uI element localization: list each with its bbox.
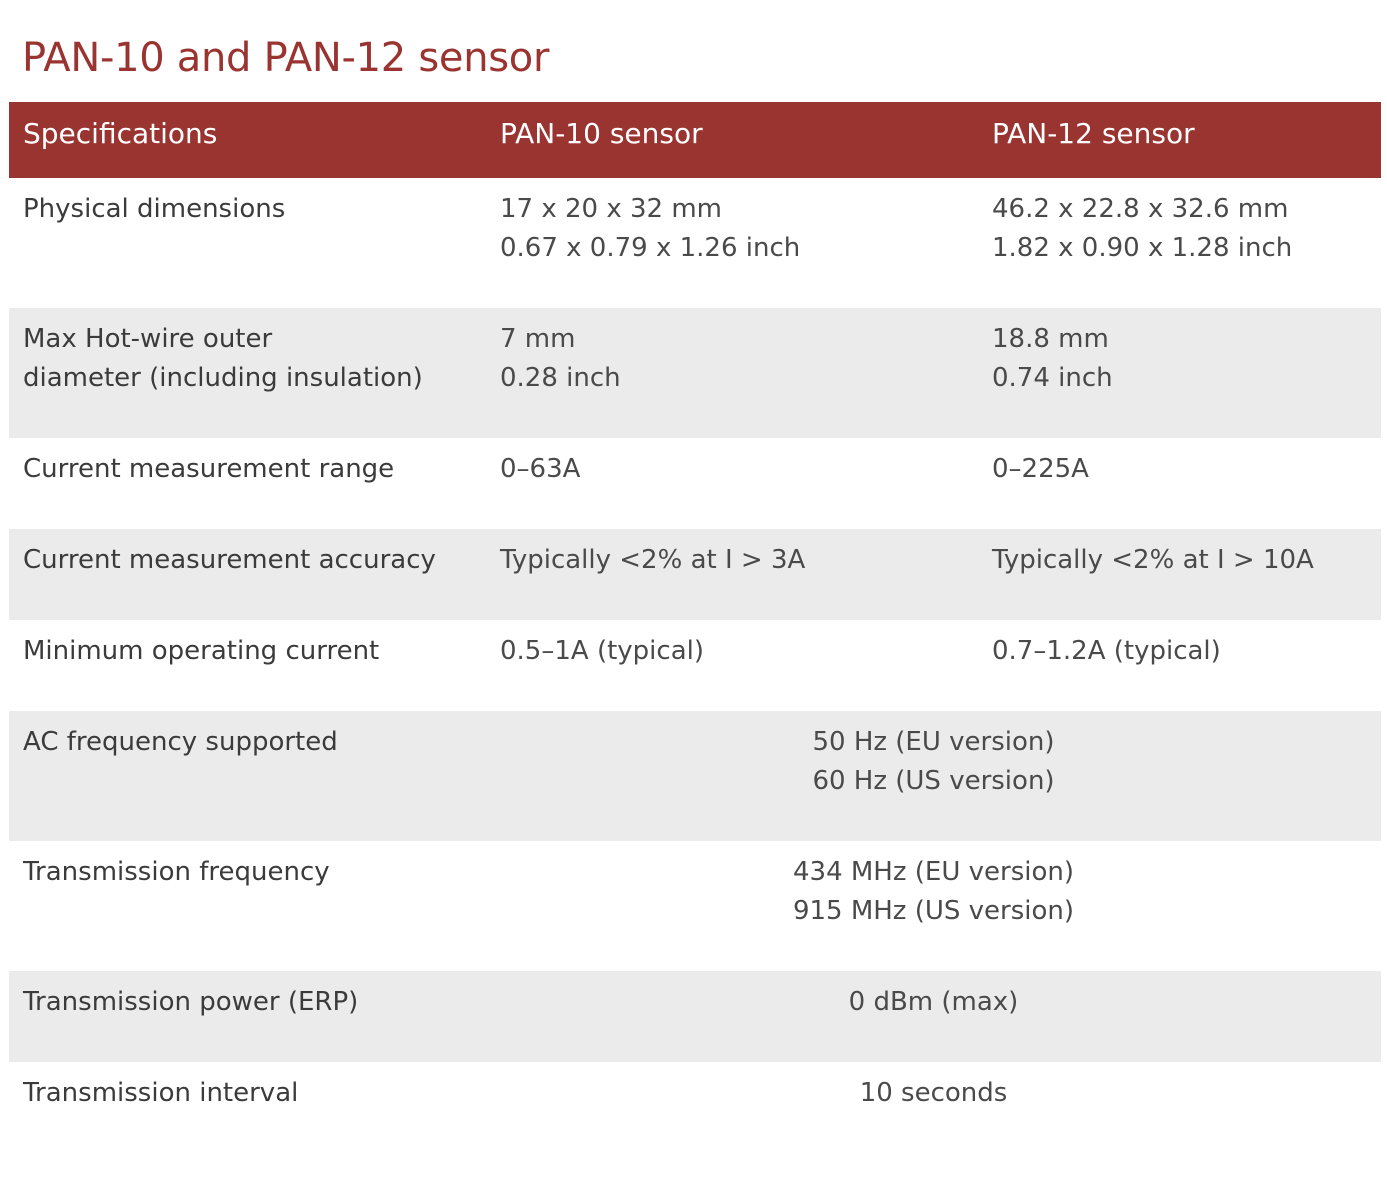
row-label: Current measurement range	[23, 450, 394, 489]
table-header: Specifications PAN-10 sensor PAN-12 sens…	[9, 102, 1381, 178]
pan12-value: 18.8 mm 0.74 inch	[992, 320, 1113, 398]
table-row: Transmission frequency 434 MHz (EU versi…	[9, 841, 1381, 971]
shared-value: 434 MHz (EU version) 915 MHz (US version…	[500, 853, 1367, 931]
shared-value: 0 dBm (max)	[500, 983, 1367, 1022]
row-label: Transmission power (ERP)	[23, 983, 358, 1022]
row-label: Transmission frequency	[23, 853, 330, 892]
value-line: 0 dBm (max)	[848, 987, 1019, 1017]
row-label: Current measurement accuracy	[23, 541, 436, 580]
shared-value: 50 Hz (EU version) 60 Hz (US version)	[500, 723, 1367, 801]
value-line: 18.8 mm	[992, 324, 1109, 354]
pan12-value: Typically <2% at I > 10A	[992, 541, 1314, 580]
value-line: Typically <2% at I > 10A	[992, 545, 1314, 575]
header-specifications: Specifications	[23, 117, 218, 150]
shared-value: 10 seconds	[500, 1074, 1367, 1113]
value-line: 0.67 x 0.79 x 1.26 inch	[500, 233, 801, 263]
value-line: 1.82 x 0.90 x 1.28 inch	[992, 233, 1293, 263]
value-line: 0.5–1A (typical)	[500, 636, 704, 666]
page-title: PAN-10 and PAN-12 sensor	[22, 35, 550, 81]
row-label: Transmission interval	[23, 1074, 298, 1113]
pan10-value: 7 mm 0.28 inch	[500, 320, 621, 398]
spec-table: Specifications PAN-10 sensor PAN-12 sens…	[9, 102, 1381, 1153]
row-label: Max Hot-wire outer diameter (including i…	[23, 320, 423, 398]
row-label: Minimum operating current	[23, 632, 379, 671]
row-label-line: Transmission interval	[23, 1078, 299, 1108]
table-row: Current measurement range 0–63A 0–225A	[9, 438, 1381, 529]
value-line: 915 MHz (US version)	[792, 896, 1075, 926]
value-line: 17 x 20 x 32 mm	[500, 194, 723, 224]
table-row: Current measurement accuracy Typically <…	[9, 529, 1381, 620]
header-pan12: PAN-12 sensor	[992, 117, 1195, 150]
value-line: 50 Hz (EU version)	[812, 727, 1055, 757]
value-line: 60 Hz (US version)	[812, 766, 1055, 796]
value-line: 0–225A	[992, 454, 1089, 484]
value-line: 10 seconds	[859, 1078, 1008, 1108]
row-label-line: diameter (including insulation)	[23, 363, 423, 393]
row-label-line: Current measurement accuracy	[23, 545, 436, 575]
header-pan10: PAN-10 sensor	[500, 117, 703, 150]
table-row: Transmission power (ERP) 0 dBm (max)	[9, 971, 1381, 1062]
row-label-line: Max Hot-wire outer	[23, 324, 273, 354]
row-label: AC frequency supported	[23, 723, 338, 762]
pan10-value: 0.5–1A (typical)	[500, 632, 704, 671]
row-label-line: AC frequency supported	[23, 727, 338, 757]
table-row: Max Hot-wire outer diameter (including i…	[9, 308, 1381, 438]
pan10-value: Typically <2% at I > 3A	[500, 541, 805, 580]
row-label-line: Minimum operating current	[23, 636, 380, 666]
row-label-line: Current measurement range	[23, 454, 395, 484]
value-line: 0.28 inch	[500, 363, 621, 393]
pan10-value: 0–63A	[500, 450, 580, 489]
value-line: 7 mm	[500, 324, 576, 354]
value-line: 0–63A	[500, 454, 581, 484]
pan12-value: 0–225A	[992, 450, 1089, 489]
table-row: Transmission interval 10 seconds	[9, 1062, 1381, 1153]
value-line: 46.2 x 22.8 x 32.6 mm	[992, 194, 1289, 224]
row-label: Physical dimensions	[23, 190, 285, 229]
value-line: 0.74 inch	[992, 363, 1113, 393]
pan12-value: 46.2 x 22.8 x 32.6 mm 1.82 x 0.90 x 1.28…	[992, 190, 1292, 268]
value-line: 0.7–1.2A (typical)	[992, 636, 1221, 666]
row-label-line: Transmission frequency	[23, 857, 330, 887]
table-row: AC frequency supported 50 Hz (EU version…	[9, 711, 1381, 841]
pan12-value: 0.7–1.2A (typical)	[992, 632, 1221, 671]
row-label-line: Physical dimensions	[23, 194, 286, 224]
value-line: Typically <2% at I > 3A	[500, 545, 806, 575]
value-line: 434 MHz (EU version)	[792, 857, 1075, 887]
pan10-value: 17 x 20 x 32 mm 0.67 x 0.79 x 1.26 inch	[500, 190, 800, 268]
table-row: Physical dimensions 17 x 20 x 32 mm 0.67…	[9, 178, 1381, 308]
row-label-line: Transmission power (ERP)	[23, 987, 359, 1017]
table-row: Minimum operating current 0.5–1A (typica…	[9, 620, 1381, 711]
